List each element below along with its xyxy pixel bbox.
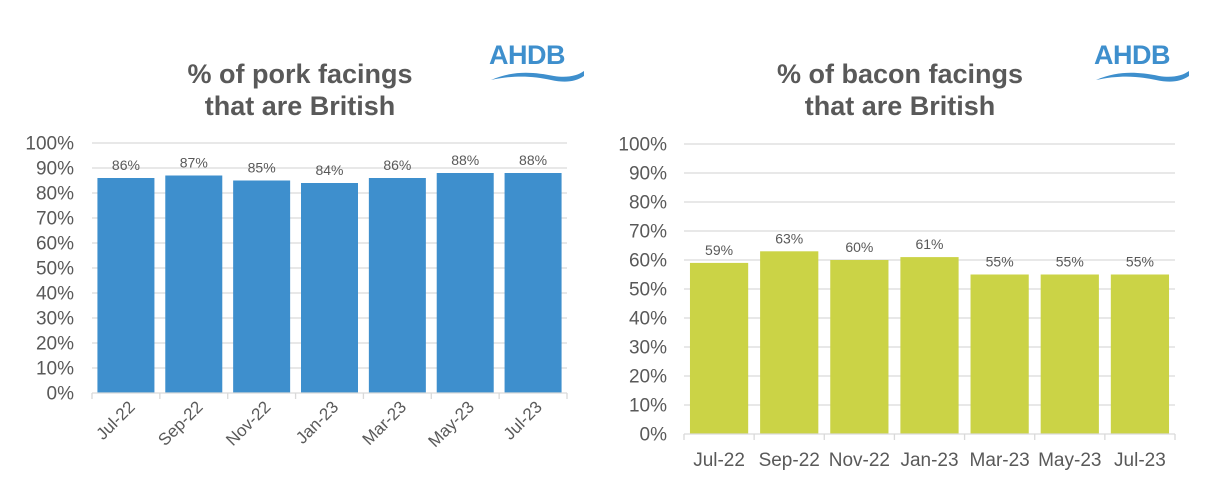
pork-data-label: 86% [112, 157, 140, 173]
ahdb-logo: AHDB [1094, 40, 1190, 84]
bacon-data-label: 61% [915, 236, 943, 252]
pork-data-label: 84% [315, 162, 343, 178]
bacon-x-category-label: Jul-22 [693, 450, 745, 471]
bacon-bar [1110, 274, 1170, 434]
pork-bar [504, 173, 562, 393]
pork-x-category-label: Jan-23 [292, 397, 342, 447]
bacon-y-tick-label: 90% [629, 164, 667, 185]
bacon-y-tick-label: 100% [618, 135, 667, 156]
pork-chart-title: % of pork facings that are British [130, 58, 470, 122]
bacon-bar [760, 251, 819, 434]
pork-y-tick-label: 0% [47, 384, 75, 405]
pork-x-category-label: Jul-23 [500, 397, 546, 443]
ahdb-logo-text: AHDB [1094, 40, 1171, 70]
pork-x-category-label: Sep-22 [154, 397, 206, 449]
bacon-y-tick-label: 30% [629, 338, 667, 359]
pork-bar [165, 175, 223, 393]
pork-y-tick-label: 60% [36, 234, 74, 255]
bacon-data-label: 55% [1056, 254, 1084, 270]
pork-chart-title-line1: % of pork facings [187, 59, 413, 89]
bacon-chart-title: % of bacon facings that are British [715, 58, 1085, 122]
ahdb-logo: AHDB [489, 40, 585, 84]
bacon-x-category-label: Sep-22 [759, 450, 820, 471]
pork-y-tick-label: 50% [36, 259, 74, 280]
pork-data-label: 88% [451, 152, 479, 168]
bacon-y-tick-label: 50% [629, 280, 667, 301]
pork-chart-panel: % of pork facings that are British AHDB … [0, 0, 600, 490]
ahdb-logo-text: AHDB [489, 40, 566, 70]
bacon-y-tick-label: 60% [629, 251, 667, 272]
pork-bar [436, 173, 494, 393]
pork-x-category-label: Nov-22 [222, 397, 274, 449]
bacon-data-label: 55% [1126, 254, 1154, 270]
bacon-y-tick-label: 40% [629, 309, 667, 330]
bacon-bar [900, 257, 959, 434]
pork-y-tick-label: 30% [36, 309, 74, 330]
pork-y-tick-label: 90% [36, 159, 74, 180]
bacon-y-tick-label: 10% [629, 396, 667, 417]
bacon-y-tick-label: 0% [640, 425, 668, 446]
bacon-chart-panel: % of bacon facings that are British AHDB… [600, 0, 1206, 490]
bacon-x-category-label: Jan-23 [900, 450, 958, 471]
bacon-bar-chart: 0% 10% 20% 30% 40% 50% 60% 70% 80% 90% 100% 59% 63% 6… [618, 135, 1176, 471]
pork-data-label: 87% [180, 155, 208, 171]
pork-y-tick-label: 80% [36, 184, 74, 205]
pork-data-label: 88% [519, 152, 547, 168]
pork-y-tick-label: 20% [36, 334, 74, 355]
bacon-chart-title-line2: that are British [804, 91, 996, 121]
bacon-y-tick-label: 80% [629, 193, 667, 214]
pork-bar [97, 178, 155, 393]
pork-x-category-label: Mar-23 [359, 397, 411, 449]
bacon-chart-title-line1: % of bacon facings [776, 59, 1024, 89]
pork-bar [233, 180, 291, 393]
pork-data-label: 86% [383, 157, 411, 173]
bacon-x-category-label: Mar-23 [970, 450, 1030, 471]
bacon-bar [1040, 274, 1099, 434]
pork-chart-title-line2: that are British [204, 91, 396, 121]
pork-y-tick-label: 40% [36, 284, 74, 305]
bacon-data-label: 55% [986, 254, 1014, 270]
pork-y-tick-label: 10% [36, 359, 74, 380]
pork-bar [368, 178, 426, 393]
bacon-bar [689, 262, 749, 434]
pork-x-category-label: Jul-22 [93, 397, 139, 443]
bacon-data-label: 59% [705, 242, 733, 258]
pork-x-category-label: May-23 [425, 397, 479, 451]
bacon-x-category-label: Jul-23 [1114, 450, 1166, 471]
bacon-y-tick-label: 70% [629, 222, 667, 243]
pork-y-tick-label: 70% [36, 209, 74, 230]
bacon-bar [970, 274, 1029, 434]
bacon-data-label: 60% [845, 239, 873, 255]
ahdb-logo-wave-icon [491, 71, 584, 82]
pork-bar [301, 183, 358, 393]
pork-data-label: 85% [248, 160, 276, 176]
bacon-bar [830, 260, 889, 434]
ahdb-logo-wave-icon [1096, 71, 1189, 82]
bacon-data-label: 63% [775, 230, 803, 246]
pork-y-tick-label: 100% [25, 134, 74, 155]
bacon-x-category-label: May-23 [1038, 450, 1101, 471]
bacon-y-tick-label: 20% [629, 367, 667, 388]
pork-bar-chart: 0% 10% 20% 30% 40% 50% 60% 70% 80% 90% 100% 86% 87% 8… [25, 134, 568, 451]
bacon-x-category-label: Nov-22 [829, 450, 890, 471]
